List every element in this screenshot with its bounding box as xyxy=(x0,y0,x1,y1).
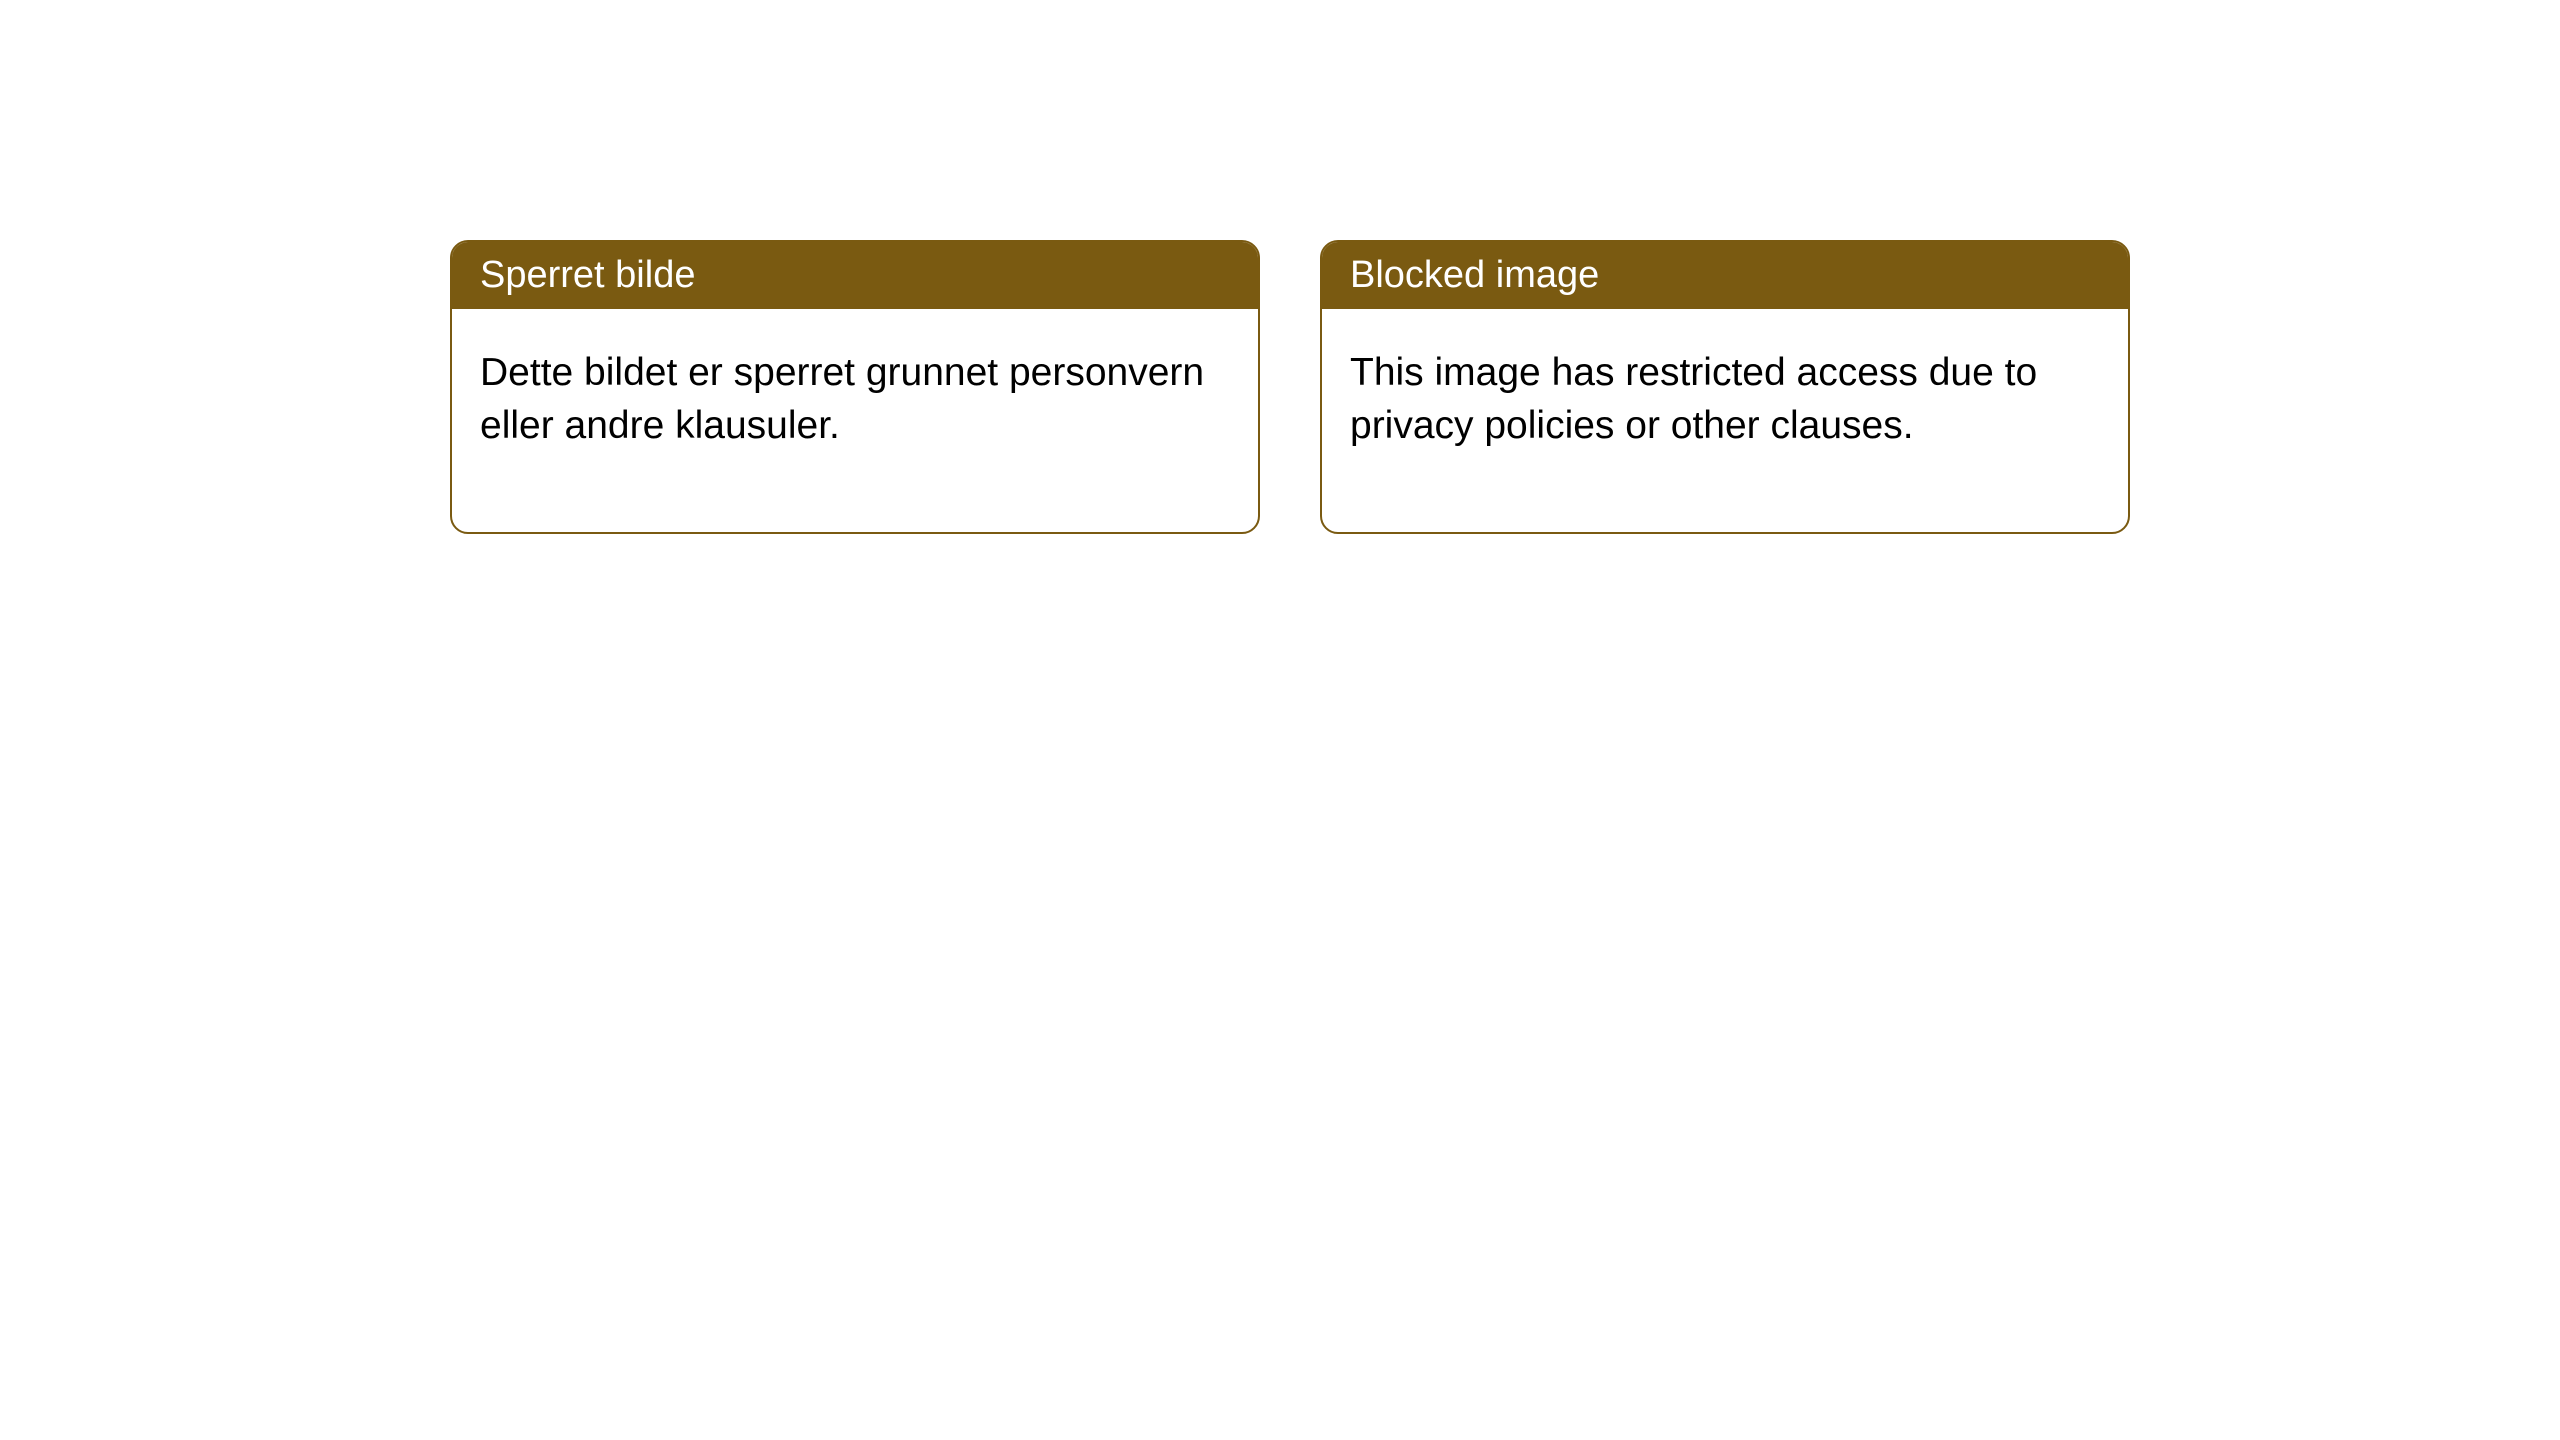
notice-container: Sperret bilde Dette bildet er sperret gr… xyxy=(0,0,2560,534)
notice-body-english: This image has restricted access due to … xyxy=(1322,309,2128,532)
notice-title-english: Blocked image xyxy=(1322,242,2128,309)
notice-title-norwegian: Sperret bilde xyxy=(452,242,1258,309)
notice-body-norwegian: Dette bildet er sperret grunnet personve… xyxy=(452,309,1258,532)
notice-card-norwegian: Sperret bilde Dette bildet er sperret gr… xyxy=(450,240,1260,534)
notice-card-english: Blocked image This image has restricted … xyxy=(1320,240,2130,534)
